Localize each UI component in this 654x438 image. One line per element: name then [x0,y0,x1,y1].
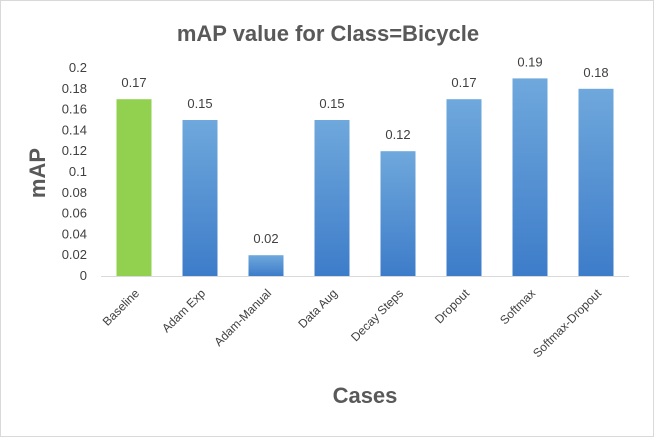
chart-title: mAP value for Class=Bicycle [177,21,479,46]
data-label: 0.15 [187,96,212,111]
data-label: 0.12 [385,127,410,142]
y-tick-label: 0.04 [62,226,87,241]
y-tick-label: 0.1 [69,164,87,179]
plot-area: 0 0.02 0.04 0.06 0.08 0.1 0.12 0.14 0.16 0.18 0.2 0… [62,54,629,360]
bar-dropout [446,99,482,276]
x-category-label: Dropout [432,286,473,327]
bar-decay-steps [380,151,416,276]
bar-adam-manual [248,255,284,276]
data-label: 0.18 [583,65,608,80]
y-tick-label: 0.18 [62,81,87,96]
x-category-label: Decay Steps [348,286,406,344]
bar-data-aug [314,120,350,276]
y-tick-label: 0.06 [62,206,87,221]
y-tick-label: 0.16 [62,102,87,117]
y-tick-label: 0.2 [69,60,87,75]
y-tick-label: 0.08 [62,185,87,200]
bar-adam-exp [182,120,218,276]
y-tick-label: 0.14 [62,122,87,137]
y-axis-title: mAP [25,148,50,198]
bar-softmax [512,78,548,277]
data-label: 0.15 [319,96,344,111]
x-category-label: Adam Exp [159,286,208,335]
x-axis-title: Cases [333,383,398,408]
x-category-label: Baseline [100,286,143,329]
x-category-label: Softmax-Dropout [530,286,605,361]
data-label: 0.19 [517,54,542,69]
data-label: 0.02 [253,231,278,246]
x-category-label: Adam-Manual [211,286,274,349]
data-label: 0.17 [121,75,146,90]
x-category-label: Data Aug [295,286,340,331]
y-tick-label: 0.02 [62,247,87,262]
y-tick-label: 0 [80,268,87,283]
bar-softmax-dropout [578,88,614,276]
bar-baseline [116,99,152,276]
y-tick-label: 0.12 [62,143,87,158]
data-label: 0.17 [451,75,476,90]
x-category-label: Softmax [497,286,538,327]
